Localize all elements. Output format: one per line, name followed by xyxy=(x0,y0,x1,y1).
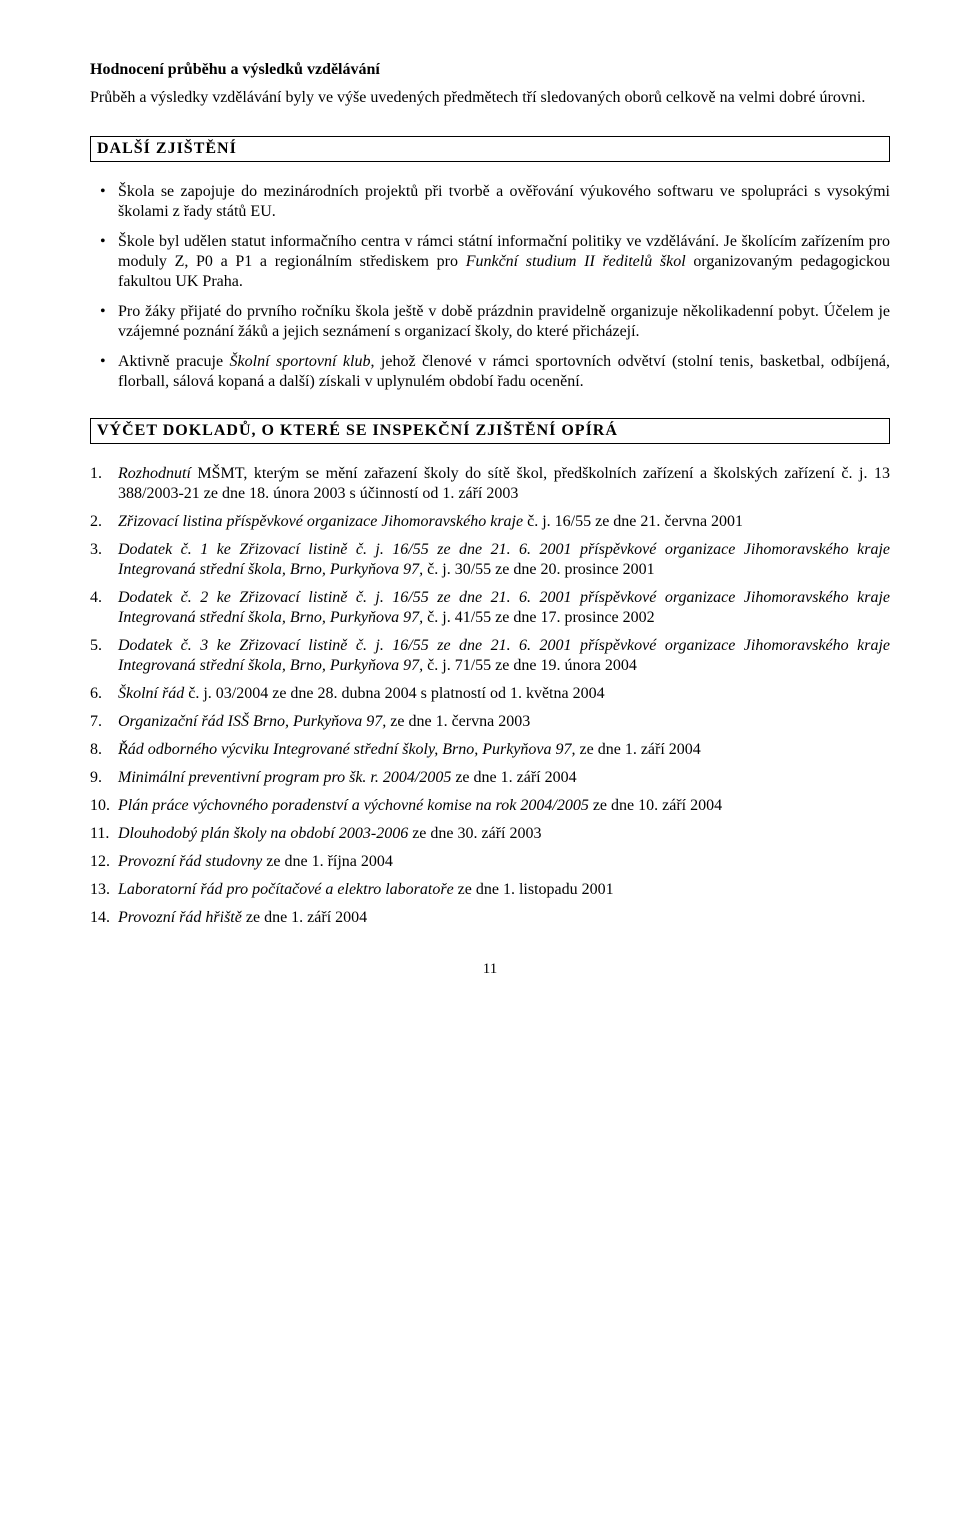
list-item-text: č. j. 41/55 ze dne 17. prosince 2002 xyxy=(423,609,655,626)
list-item-italic: Rozhodnutí xyxy=(118,465,191,482)
list-item: Dlouhodobý plán školy na období 2003-200… xyxy=(90,824,890,844)
boxed-heading-documents: VÝČET DOKLADŮ, O KTERÉ SE INSPEKČNÍ ZJIŠ… xyxy=(90,418,890,444)
list-item-text: ze dne 1. října 2004 xyxy=(262,853,393,870)
list-item: Dodatek č. 1 ke Zřizovací listině č. j. … xyxy=(90,540,890,580)
list-item-text: ze dne 1. září 2004 xyxy=(242,909,367,926)
list-item-italic: Školní sportovní klub xyxy=(230,353,371,370)
list-item-text: ze dne 1. listopadu 2001 xyxy=(454,881,614,898)
list-item-text: ze dne 1. září 2004 xyxy=(451,769,576,786)
list-item-text: ze dne 30. září 2003 xyxy=(408,825,541,842)
list-item-text: č. j. 03/2004 ze dne 28. dubna 2004 s pl… xyxy=(184,685,604,702)
list-item-italic: Funkční studium II ředitelů škol xyxy=(466,253,686,270)
list-item-text: Škola se zapojuje do mezinárodních proje… xyxy=(118,183,890,220)
list-item: Provozní řád hřiště ze dne 1. září 2004 xyxy=(90,908,890,928)
list-item-italic: Zřizovací listina příspěvkové organizace… xyxy=(118,513,523,530)
list-item-text: č. j. 16/55 ze dne 21. června 2001 xyxy=(523,513,743,530)
list-item-italic: Minimální preventivní program pro šk. r.… xyxy=(118,769,451,786)
list-item-text: č. j. 71/55 ze dne 19. února 2004 xyxy=(423,657,637,674)
list-item-italic: Provozní řád studovny xyxy=(118,853,262,870)
intro-paragraph: Průběh a výsledky vzdělávání byly ve výš… xyxy=(90,88,890,108)
list-item: Pro žáky přijaté do prvního ročníku škol… xyxy=(90,302,890,342)
list-item: Laboratorní řád pro počítačové a elektro… xyxy=(90,880,890,900)
list-item-text: MŠMT, kterým se mění zařazení školy do s… xyxy=(118,465,890,502)
list-item-italic: Provozní řád hřiště xyxy=(118,909,242,926)
list-item: Organizační řád ISŠ Brno, Purkyňova 97, … xyxy=(90,712,890,732)
list-item: Škole byl udělen statut informačního cen… xyxy=(90,232,890,292)
list-item-italic: Dlouhodobý plán školy na období 2003-200… xyxy=(118,825,408,842)
list-item: Řád odborného výcviku Integrované středn… xyxy=(90,740,890,760)
list-item: Dodatek č. 3 ke Zřizovací listině č. j. … xyxy=(90,636,890,676)
page-number: 11 xyxy=(90,960,890,979)
boxed-heading-findings: DALŠÍ ZJIŠTĚNÍ xyxy=(90,136,890,162)
list-item-text: ze dne 10. září 2004 xyxy=(589,797,722,814)
list-item-text: ze dne 1. června 2003 xyxy=(386,713,530,730)
list-item: Zřizovací listina příspěvkové organizace… xyxy=(90,512,890,532)
list-item: Škola se zapojuje do mezinárodních proje… xyxy=(90,182,890,222)
list-item: Aktivně pracuje Školní sportovní klub, j… xyxy=(90,352,890,392)
list-item: Rozhodnutí MŠMT, kterým se mění zařazení… xyxy=(90,464,890,504)
list-item-text: ze dne 1. září 2004 xyxy=(576,741,701,758)
list-item: Dodatek č. 2 ke Zřizovací listině č. j. … xyxy=(90,588,890,628)
list-item-text: Aktivně pracuje xyxy=(118,353,230,370)
section-heading: Hodnocení průběhu a výsledků vzdělávání xyxy=(90,60,890,80)
documents-list: Rozhodnutí MŠMT, kterým se mění zařazení… xyxy=(90,464,890,928)
list-item-italic: Školní řád xyxy=(118,685,184,702)
list-item-italic: Laboratorní řád pro počítačové a elektro… xyxy=(118,881,454,898)
list-item: Školní řád č. j. 03/2004 ze dne 28. dubn… xyxy=(90,684,890,704)
list-item-text: č. j. 30/55 ze dne 20. prosince 2001 xyxy=(423,561,655,578)
findings-list: Škola se zapojuje do mezinárodních proje… xyxy=(90,182,890,392)
list-item-text: Pro žáky přijaté do prvního ročníku škol… xyxy=(118,303,890,340)
list-item-italic: Plán práce výchovného poradenství a vých… xyxy=(118,797,589,814)
list-item-italic: Řád odborného výcviku Integrované středn… xyxy=(118,741,576,758)
list-item: Minimální preventivní program pro šk. r.… xyxy=(90,768,890,788)
list-item: Provozní řád studovny ze dne 1. října 20… xyxy=(90,852,890,872)
list-item: Plán práce výchovného poradenství a vých… xyxy=(90,796,890,816)
list-item-italic: Organizační řád ISŠ Brno, Purkyňova 97, xyxy=(118,713,386,730)
